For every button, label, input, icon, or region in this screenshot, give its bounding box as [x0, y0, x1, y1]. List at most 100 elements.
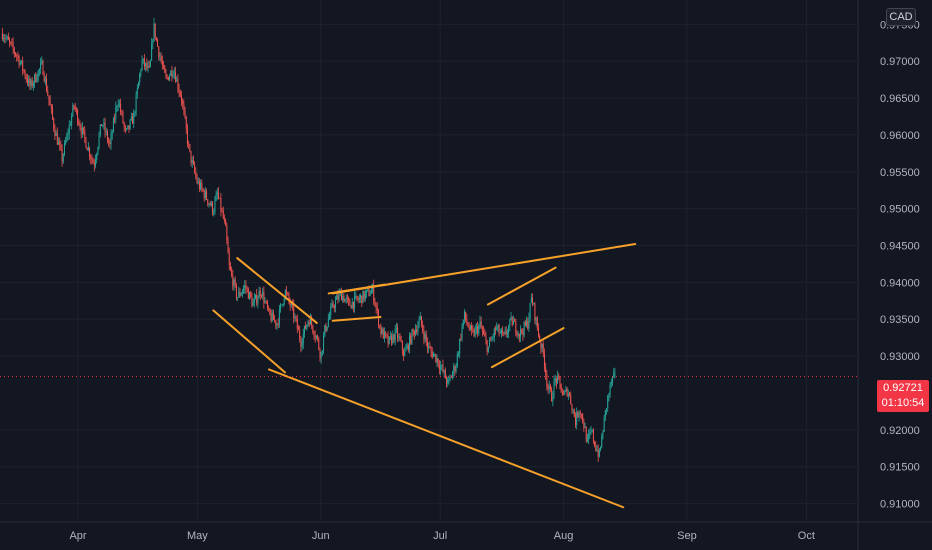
candle-body — [157, 39, 159, 47]
candle-body — [114, 118, 116, 120]
candle-body — [474, 328, 476, 336]
candle-body — [90, 156, 92, 159]
candle-body — [189, 144, 191, 151]
candle-body — [219, 197, 221, 199]
candle-body — [253, 298, 255, 304]
candle-body — [210, 202, 212, 206]
candle-body — [259, 290, 261, 296]
candle-body — [159, 56, 161, 58]
candle-body — [276, 323, 278, 326]
candle-body — [565, 388, 567, 392]
candle-body — [541, 343, 543, 349]
currency-badge[interactable]: CAD — [886, 8, 916, 26]
candle-body — [244, 285, 246, 289]
candle-body — [600, 447, 602, 450]
candle-body — [320, 351, 322, 359]
candle-body — [202, 188, 204, 191]
candle-body — [308, 321, 310, 325]
candle-body — [103, 122, 105, 126]
price-tick-label: 0.95500 — [880, 167, 920, 179]
candle-body — [376, 307, 378, 311]
candle-body — [55, 132, 57, 136]
candle-body — [222, 211, 224, 219]
candle-body — [342, 296, 344, 301]
candle-body — [83, 127, 85, 131]
candle-body — [214, 200, 216, 213]
candle-body — [171, 70, 173, 77]
candle-body — [490, 340, 492, 342]
candle-body — [329, 315, 331, 320]
candle-body — [172, 74, 174, 77]
candle-body — [394, 328, 396, 341]
candle-body — [118, 103, 120, 105]
candle-body — [596, 450, 598, 451]
trend-line — [331, 243, 637, 295]
candle-body — [467, 323, 469, 327]
candle-body — [563, 394, 565, 395]
candle-body — [266, 301, 268, 309]
candle-body — [226, 225, 228, 241]
candle-body — [36, 79, 38, 82]
candle-body — [120, 103, 122, 112]
candle-body — [357, 299, 359, 301]
time-axis[interactable]: Apr May Jun Jul Aug Sep Oct — [69, 530, 814, 542]
candle-body — [271, 312, 273, 322]
candle-body — [155, 37, 157, 40]
candle-body — [115, 107, 117, 120]
candle-body — [462, 319, 464, 327]
candle-body — [283, 298, 285, 305]
candle-body — [495, 328, 497, 330]
candle-body — [209, 203, 211, 206]
candle-body — [220, 198, 222, 212]
candle-body — [11, 42, 13, 44]
candle-body — [264, 301, 266, 303]
candle-body — [203, 190, 205, 199]
candle-body — [330, 307, 332, 316]
candle-body — [154, 23, 156, 38]
candle-body — [293, 305, 295, 318]
candle-body — [66, 134, 68, 142]
candle-body — [272, 312, 274, 320]
candle-body — [486, 340, 488, 353]
candle-body — [346, 297, 348, 299]
candle-body — [429, 346, 431, 349]
candle-body — [275, 320, 277, 326]
candle-body — [99, 124, 101, 135]
candle-body — [112, 118, 114, 133]
candle-body — [478, 325, 480, 334]
candle-body — [515, 321, 517, 333]
candle-body — [430, 348, 432, 352]
candle-body — [582, 414, 584, 422]
candle-body — [392, 334, 394, 344]
candle-body — [229, 265, 231, 270]
candle-body — [26, 79, 28, 84]
candle-body — [317, 335, 319, 339]
candle-body — [35, 74, 37, 82]
time-tick-label: Aug — [554, 530, 574, 542]
plot-background — [0, 0, 858, 522]
candle-body — [543, 353, 545, 368]
candle-body — [471, 325, 473, 330]
candle-body — [403, 350, 405, 356]
candle-body — [446, 378, 448, 384]
candle-body — [53, 118, 55, 129]
trend-lines[interactable] — [212, 243, 637, 509]
candle-body — [249, 292, 251, 299]
trend-line — [268, 368, 625, 509]
candle-body — [432, 354, 434, 358]
candle-body — [62, 154, 64, 162]
candle-body — [401, 341, 403, 351]
candle-body — [326, 326, 328, 331]
candle-body — [397, 327, 399, 338]
candle-body — [282, 304, 284, 305]
candle-body — [294, 316, 296, 318]
candle-body — [200, 182, 202, 189]
candle-body — [613, 373, 615, 378]
candle-body — [373, 284, 375, 302]
candle-body — [332, 303, 334, 307]
candle-body — [349, 300, 351, 306]
candle-body — [42, 60, 44, 75]
candle-body — [352, 301, 354, 309]
candle-body — [319, 349, 321, 359]
